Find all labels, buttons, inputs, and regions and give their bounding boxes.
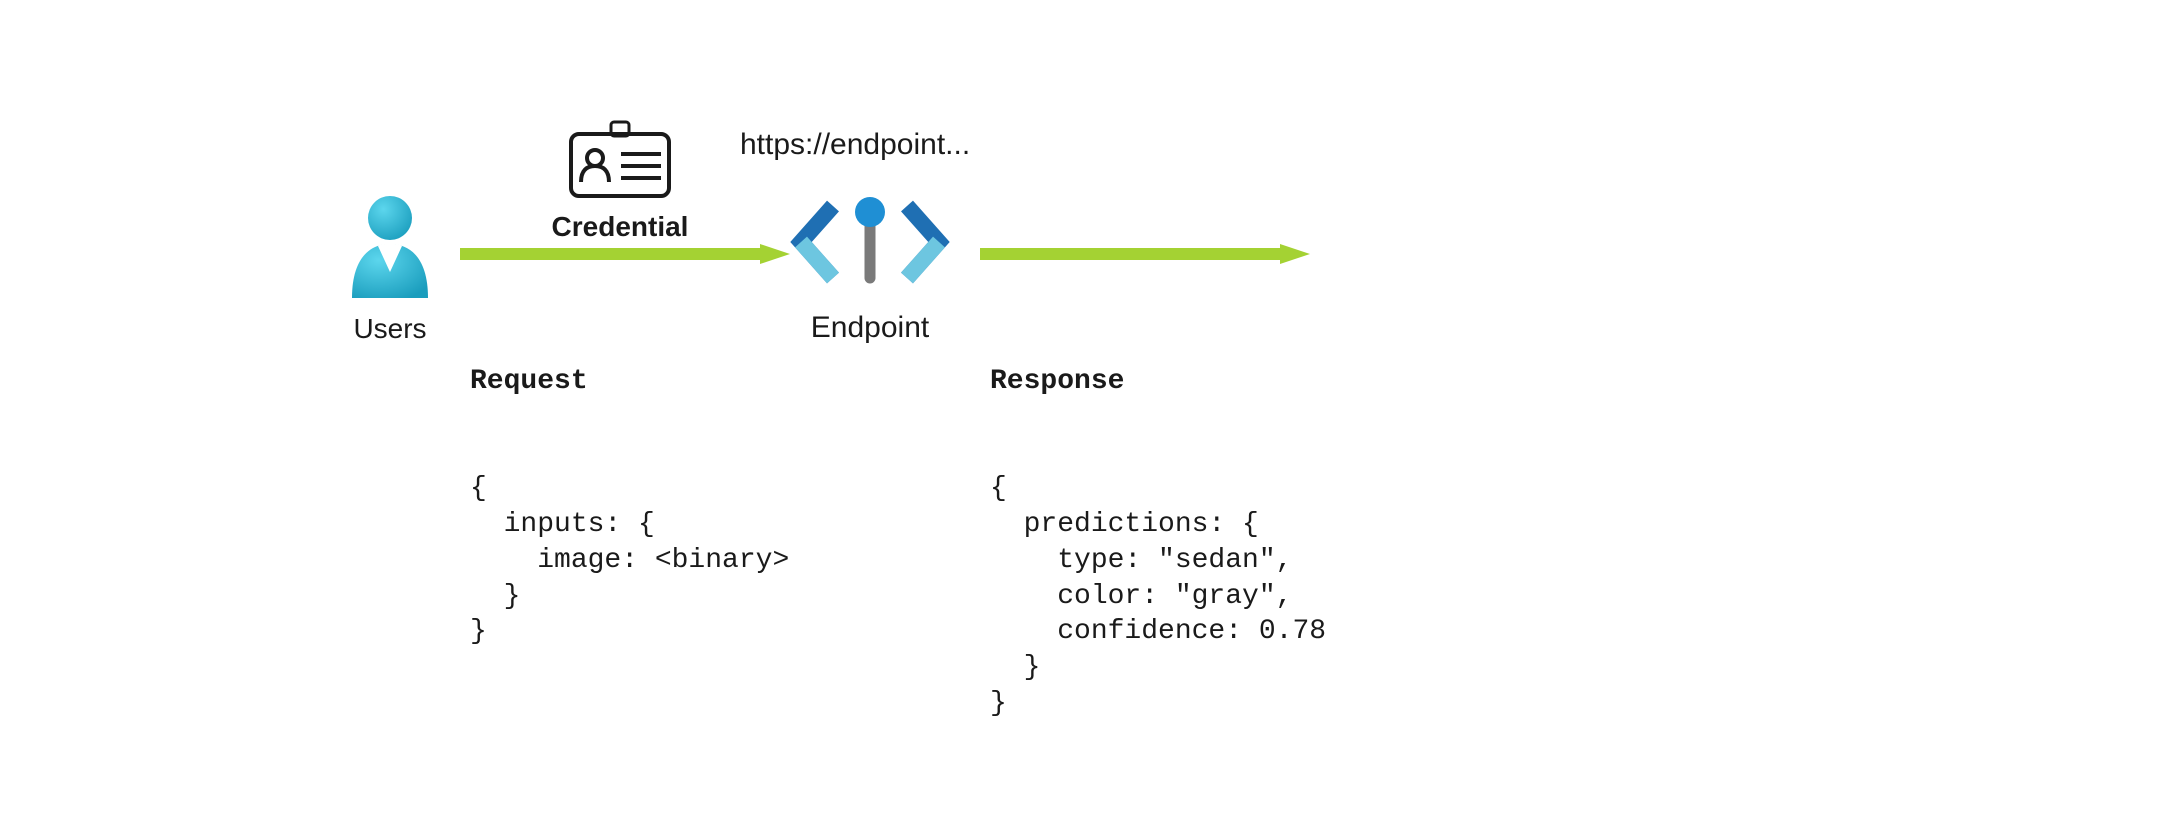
user-node: Users [330, 190, 450, 345]
endpoint-icon [785, 190, 955, 300]
user-icon [340, 190, 440, 300]
credential-label: Credential [530, 211, 710, 243]
request-code: Request { inputs: { image: <binary> } } [470, 292, 789, 722]
endpoint-url: https://endpoint... [740, 128, 970, 162]
request-heading: Request [470, 364, 789, 400]
arrow-request [460, 244, 790, 269]
response-body: { predictions: { type: "sedan", color: "… [990, 471, 1326, 722]
users-label: Users [330, 313, 450, 345]
api-flow-diagram: Users Credential https://endpoint... [0, 0, 2182, 836]
request-body: { inputs: { image: <binary> } } [470, 471, 789, 650]
credential-icon [565, 120, 675, 200]
arrow-response [980, 244, 1310, 269]
response-heading: Response [990, 364, 1326, 400]
endpoint-label: Endpoint [775, 311, 965, 345]
response-code: Response { predictions: { type: "sedan",… [990, 292, 1326, 794]
endpoint-node: Endpoint [775, 190, 965, 345]
credential-node: Credential [530, 120, 710, 243]
